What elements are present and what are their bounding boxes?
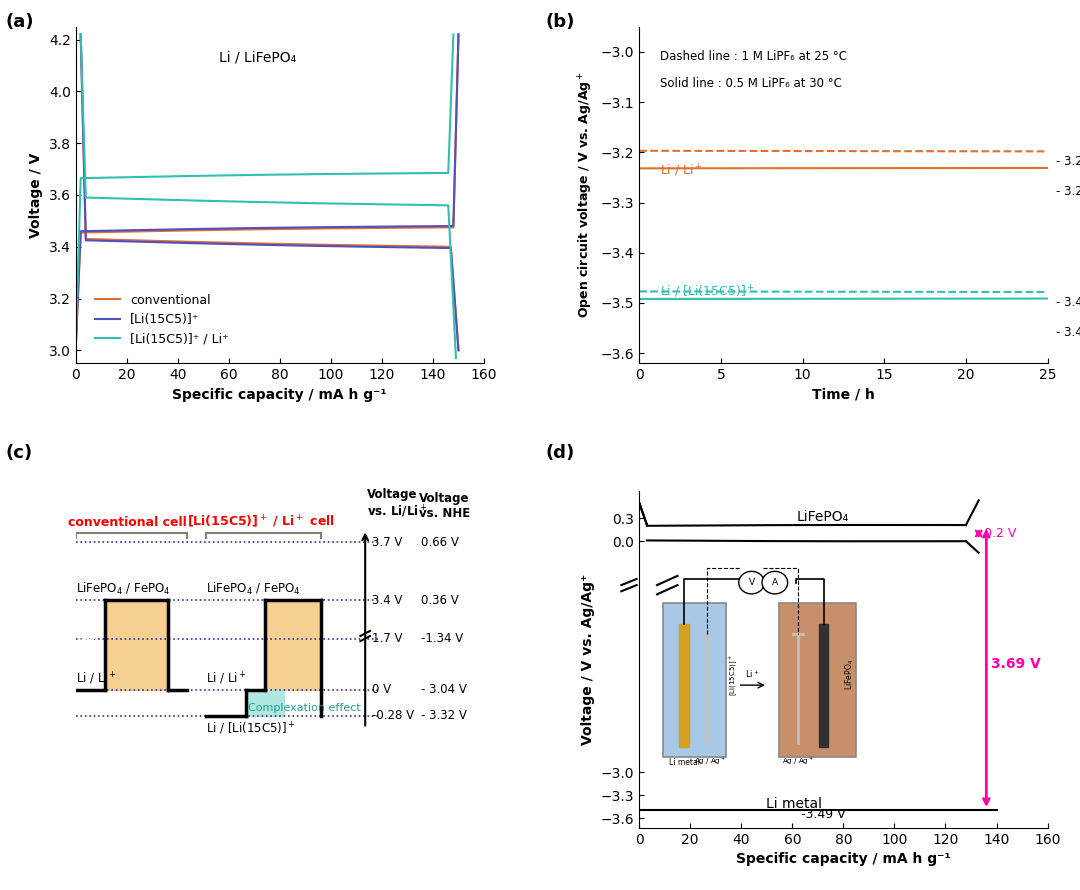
Text: -1.34 V: -1.34 V [421,632,463,645]
Text: 0.36 V: 0.36 V [421,594,459,607]
Text: 0.2 V: 0.2 V [984,527,1016,540]
X-axis label: Specific capacity / mA h g⁻¹: Specific capacity / mA h g⁻¹ [173,388,387,401]
Bar [265,600,321,690]
Text: LiFePO$_4$ / FePO$_4$: LiFePO$_4$ / FePO$_4$ [205,581,300,597]
Text: (a): (a) [5,12,33,30]
Text: conventional cell: conventional cell [68,516,187,530]
Text: - 3.32 V: - 3.32 V [421,709,467,722]
Text: Li / [Li(15C5)]$^+$: Li / [Li(15C5)]$^+$ [660,284,755,300]
Text: Li / Li$^+$: Li / Li$^+$ [660,162,703,179]
Text: (b): (b) [545,12,575,30]
Text: 3.7 V: 3.7 V [372,536,402,549]
Text: Solid line : 0.5 M LiPF₆ at 30 °C: Solid line : 0.5 M LiPF₆ at 30 °C [660,77,841,90]
Text: Li / LiFePO₄: Li / LiFePO₄ [218,50,296,64]
Text: - 3.23 V: - 3.23 V [1056,185,1080,198]
Legend: conventional, [Li(15C5)]⁺, [Li(15C5)]⁺ / Li⁺: conventional, [Li(15C5)]⁺, [Li(15C5)]⁺ /… [90,288,233,351]
Text: (d): (d) [545,444,575,462]
Text: 3.4 V: 3.4 V [372,594,402,607]
Bar [246,690,284,716]
Text: -3.49 V: -3.49 V [800,808,846,821]
Y-axis label: Voltage / V vs. Ag/Ag⁺: Voltage / V vs. Ag/Ag⁺ [581,574,595,745]
Text: LiFePO₄: LiFePO₄ [797,511,849,524]
Text: 3.69 V: 3.69 V [991,658,1041,671]
X-axis label: Time / h: Time / h [812,388,875,401]
Bar [106,600,168,690]
Text: (c): (c) [5,444,32,462]
Text: Complexation effect: Complexation effect [248,703,361,713]
Y-axis label: Open circuit voltage / V vs. Ag/Ag$^+$: Open circuit voltage / V vs. Ag/Ag$^+$ [577,71,595,319]
Text: Li / Li$^+$: Li / Li$^+$ [76,670,117,687]
Text: - 3.04 V: - 3.04 V [421,684,467,696]
Text: Voltage
vs. Li/Li$^+$: Voltage vs. Li/Li$^+$ [367,489,428,520]
Text: - 3.49 V: - 3.49 V [1056,327,1080,339]
Text: Dashed line : 1 M LiPF₆ at 25 °C: Dashed line : 1 M LiPF₆ at 25 °C [660,51,847,63]
Text: [Li(15C5)]$^+$ / Li$^+$ cell: [Li(15C5)]$^+$ / Li$^+$ cell [187,514,335,530]
Text: - 3.48 V: - 3.48 V [1056,296,1080,309]
Y-axis label: Voltage / V: Voltage / V [29,152,43,238]
Text: 0 V: 0 V [372,684,391,696]
Text: -0.28 V: -0.28 V [372,709,414,722]
Text: LiFePO$_4$ / FePO$_4$: LiFePO$_4$ / FePO$_4$ [76,581,170,597]
Text: 1.7 V: 1.7 V [372,632,403,645]
Text: Li metal: Li metal [767,797,822,811]
X-axis label: Specific capacity / mA h g⁻¹: Specific capacity / mA h g⁻¹ [737,852,950,866]
Text: Voltage
vs. NHE: Voltage vs. NHE [419,492,470,520]
Text: Li / [Li(15C5)]$^+$: Li / [Li(15C5)]$^+$ [205,721,295,737]
Text: Li / Li$^+$: Li / Li$^+$ [205,670,246,687]
Text: - 3.20 V: - 3.20 V [1056,155,1080,167]
Text: 0.66 V: 0.66 V [421,536,459,549]
